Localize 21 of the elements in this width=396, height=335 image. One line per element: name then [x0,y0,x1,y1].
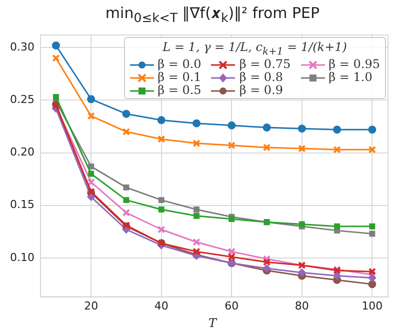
x-tick-label: 20 [84,299,98,312]
legend-label: β = 0.8 [239,70,284,84]
legend-label: β = 0.1 [158,70,202,84]
legend-title: L = 1, γ = 1/L, c$_{k+1}$ = 1/(k+1) [162,40,348,58]
x-tick-label: 80 [294,299,309,312]
y-tick-label: 0.15 [10,198,34,212]
y-tick-label: 0.10 [10,250,34,264]
x-tick-label: 60 [224,299,239,312]
x-axis-title: T [207,316,218,330]
x-tick-label: 100 [362,299,383,312]
x-tick-label: 40 [154,299,168,312]
legend-label: β = 0.75 [239,57,291,72]
legend-label: β = 0.9 [239,83,284,98]
legend-label: β = 0.0 [158,57,202,72]
chart-title: min$_{0≤k<T}$ ‖∇f(𝒙$_{k}$)‖² from PEP [104,4,321,25]
legend-label: β = 0.5 [158,83,202,98]
y-tick-label: 0.20 [10,146,34,159]
y-tick-label: 0.25 [10,93,34,106]
y-tick-label: 0.30 [10,40,34,54]
legend-label: β = 0.95 [328,57,380,72]
legend-label: β = 1.0 [328,70,372,84]
